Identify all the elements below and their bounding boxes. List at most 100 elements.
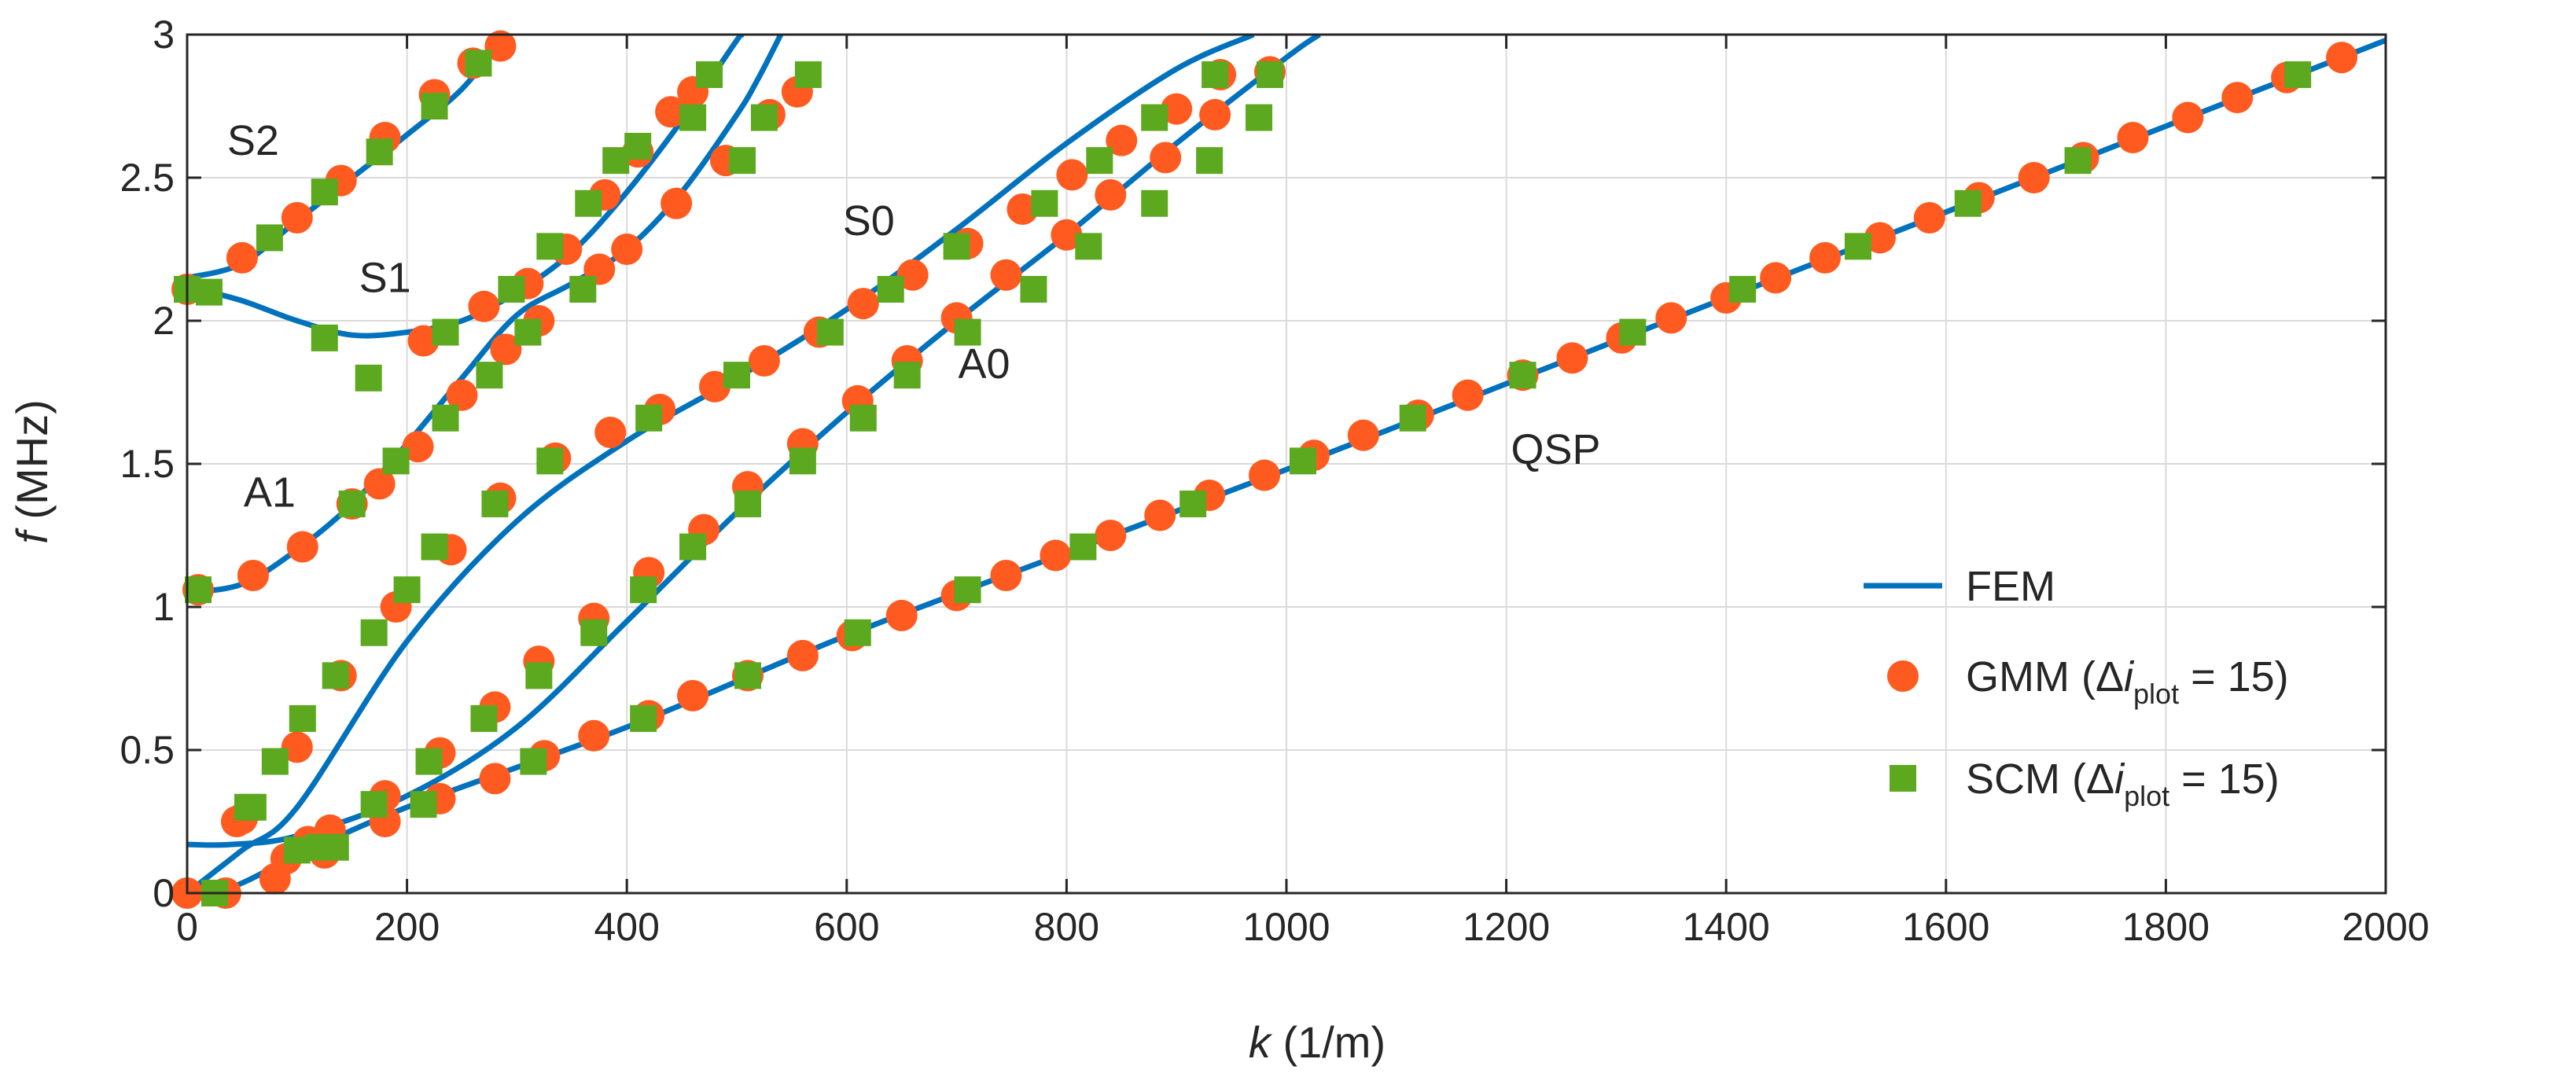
fem-curve-s0 [187,35,1255,893]
gmm-point-qsp [1452,379,1484,411]
scm-point-a1 [728,147,756,175]
gmm-point-a1 [446,379,478,411]
gmm-point-s2 [226,241,258,274]
gmm-point-a0 [1051,219,1083,251]
scm-point-qsp [1289,447,1316,475]
x-tick-label: 200 [374,905,440,949]
gmm-point-s0 [847,288,879,320]
scm-point-a1 [476,362,503,389]
gmm-point-qsp [479,763,511,795]
scm-point-qsp [1729,275,1757,303]
scm-point-a0 [415,748,443,775]
scm-point-qsp [520,748,547,775]
y-axis-label: f (MHz) [7,399,57,544]
scm-point-qsp [1844,233,1871,260]
gmm-point-a1 [402,431,434,463]
gmm-point-qsp [1913,201,1945,233]
gmm-point-s1 [468,290,500,322]
scm-point-s0 [877,275,904,303]
gmm-point-a1 [661,187,693,219]
scm-point-a0 [789,447,816,475]
scm-point-a1 [382,447,410,475]
y-tick-label: 3 [153,13,175,57]
mode-label-a0: A0 [959,340,1010,388]
x-tick-label: 400 [594,905,659,949]
axis-layer: 0 200 400 600 800 1000 1200 1400 1600 1800 2000 0 0.… [120,13,2429,949]
gmm-point-a0 [1095,178,1127,211]
gmm-point-qsp [1347,419,1379,451]
scm-point-qsp [410,791,437,818]
scm-point-a0 [1075,233,1102,260]
gmm-point-qsp [2326,42,2358,74]
scm-point-a0 [360,791,388,818]
y-tick-label: 1 [153,585,175,629]
scm-point-s2 [465,50,492,77]
scm-point-s1 [311,324,338,351]
scm-point-a0 [305,833,333,861]
scm-point-qsp [1509,362,1536,389]
scm-point-s0 [393,576,421,604]
y-tick-label: 0.5 [120,728,175,772]
scm-point-s1 [536,233,564,260]
scm-point-s2 [421,93,448,119]
gmm-point-qsp [1809,241,1842,274]
gmm-point-a1 [237,559,269,591]
scm-point-a1 [184,576,212,604]
gmm-point-qsp [885,599,918,631]
gmm-point-s0 [281,731,313,763]
scm-point-s2 [366,138,393,166]
mode-label-s1: S1 [359,255,411,302]
x-tick-label: 1200 [1463,905,1550,949]
scm-point-a1 [338,490,366,517]
scm-point-s0 [239,793,267,821]
scm-point-a1 [750,104,778,131]
scm-point-s1 [498,275,525,303]
gmm-point-qsp [2172,101,2204,134]
scm-point-s2 [311,178,338,206]
y-tick-label: 0 [153,871,175,915]
gmm-point-qsp [1095,520,1127,551]
gmm-point-a1 [363,468,396,500]
scm-point-a0 [734,490,761,517]
gmm-point-qsp [578,719,610,752]
scm-point-s0 [943,233,970,260]
scm-point-a0 [580,619,608,646]
scm-point-s0 [1086,147,1113,175]
scm-point-s1 [624,132,652,160]
x-tick-label: 2000 [2342,905,2429,949]
mode-label-s2: S2 [227,117,279,164]
scm-point-qsp [630,704,657,732]
x-axis-unit: (1/m) [1271,1017,1386,1067]
gmm-point-qsp [1864,222,1896,254]
scm-point-a1 [794,61,822,88]
gmm-point-s1 [407,325,440,357]
scm-point-a0 [525,662,553,689]
gmm-point-s0 [699,370,731,403]
scm-point-a0 [1141,189,1168,217]
scm-point-a0 [1020,275,1047,303]
scm-point-a0 [1257,61,1284,88]
scm-point-a1 [514,318,542,346]
gmm-point-s2 [281,201,313,233]
gmm-point-qsp [990,559,1022,591]
x-tick-label: 800 [1034,905,1099,949]
scm-point-a0 [893,362,921,389]
gmm-point-s0 [594,416,627,448]
gmm-point-s0 [1106,124,1138,156]
gmm-point-s2 [484,30,517,62]
scm-point-s0 [1202,61,1229,88]
gmm-point-a0 [990,259,1022,291]
scm-point-a0 [1196,147,1224,175]
gmm-point-s0 [1056,159,1088,191]
scm-point-s0 [1141,104,1168,131]
scm-point-qsp [1179,490,1207,517]
scm-point-qsp [2284,61,2312,88]
scm-point-qsp [954,576,981,604]
gmm-point-a1 [490,333,522,366]
scm-point-s0 [322,662,349,689]
legend-gmm-swatch [1887,660,1919,692]
x-axis-variable: k [1249,1017,1273,1067]
gmm-point-qsp [1040,539,1072,572]
